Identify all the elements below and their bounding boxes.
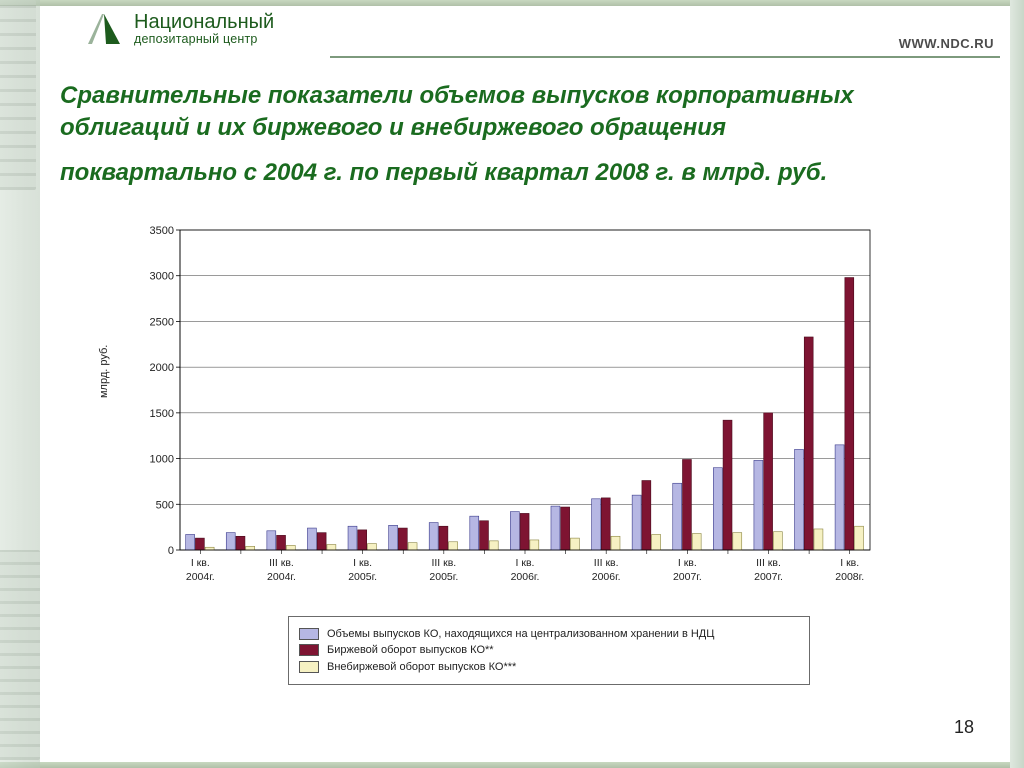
logo-text: Национальный депозитарный центр — [134, 12, 274, 46]
logo-icon — [84, 10, 124, 48]
slide: Национальный депозитарный центр WWW.NDC.… — [0, 0, 1024, 768]
title-line-1: Сравнительные показатели объемов выпуско… — [60, 80, 984, 143]
svg-text:2007г.: 2007г. — [754, 571, 783, 583]
legend-item-1: Объемы выпусков КО, находящихся на центр… — [299, 627, 799, 641]
svg-text:2008г.: 2008г. — [835, 571, 864, 583]
decor-building-bottom — [0, 550, 40, 760]
svg-text:500: 500 — [156, 499, 174, 511]
svg-text:2006г.: 2006г. — [592, 571, 621, 583]
svg-text:2004г.: 2004г. — [186, 571, 215, 583]
frame-right — [1010, 0, 1024, 768]
legend-swatch-1 — [299, 628, 319, 640]
chart: 0 500 1000 1500 2000 2500 3000 3500 I кв. 2004г. I… — [120, 220, 880, 600]
frame-bottom — [0, 762, 1024, 768]
legend-label-1: Объемы выпусков КО, находящихся на центр… — [327, 627, 714, 641]
svg-text:2005г.: 2005г. — [348, 571, 377, 583]
svg-text:3500: 3500 — [150, 225, 174, 237]
legend-swatch-3 — [299, 661, 319, 673]
frame-top — [0, 0, 1024, 6]
legend: Объемы выпусков КО, находящихся на центр… — [288, 616, 810, 685]
svg-text:2000: 2000 — [150, 362, 174, 374]
legend-item-2: Биржевой оборот выпусков КО** — [299, 643, 799, 657]
legend-swatch-2 — [299, 644, 319, 656]
site-url: WWW.NDC.RU — [899, 36, 994, 51]
title-line-2: поквартально с 2004 г. по первый квартал… — [60, 157, 984, 189]
legend-item-3: Внебиржевой оборот выпусков КО*** — [299, 660, 799, 674]
svg-text:2004г.: 2004г. — [267, 571, 296, 583]
svg-text:I кв.: I кв. — [191, 557, 210, 569]
svg-text:I кв.: I кв. — [516, 557, 535, 569]
svg-text:III кв.: III кв. — [594, 557, 619, 569]
svg-text:III кв.: III кв. — [269, 557, 294, 569]
svg-text:2005г.: 2005г. — [429, 571, 458, 583]
y-axis-label: млрд. руб. — [98, 345, 110, 398]
legend-label-2: Биржевой оборот выпусков КО** — [327, 643, 494, 657]
chart-svg: 0 500 1000 1500 2000 2500 3000 3500 I кв. 2004г. I… — [120, 220, 880, 600]
org-name: Национальный — [134, 12, 274, 33]
svg-text:I кв.: I кв. — [353, 557, 372, 569]
svg-text:0: 0 — [168, 545, 174, 557]
page-number: 18 — [954, 717, 974, 738]
header-rule — [330, 56, 1000, 58]
decor-building-top — [0, 0, 36, 190]
svg-text:I кв.: I кв. — [840, 557, 859, 569]
svg-text:2007г.: 2007г. — [673, 571, 702, 583]
svg-text:2500: 2500 — [150, 316, 174, 328]
svg-text:1000: 1000 — [150, 454, 174, 466]
svg-text:2006г.: 2006г. — [511, 571, 540, 583]
legend-label-3: Внебиржевой оборот выпусков КО*** — [327, 660, 516, 674]
svg-text:I кв.: I кв. — [678, 557, 697, 569]
logo: Национальный депозитарный центр — [84, 10, 274, 48]
svg-text:III кв.: III кв. — [756, 557, 781, 569]
org-sub: депозитарный центр — [134, 33, 274, 46]
svg-text:III кв.: III кв. — [431, 557, 456, 569]
svg-text:3000: 3000 — [150, 271, 174, 283]
svg-text:1500: 1500 — [150, 408, 174, 420]
slide-title: Сравнительные показатели объемов выпуско… — [60, 80, 984, 189]
